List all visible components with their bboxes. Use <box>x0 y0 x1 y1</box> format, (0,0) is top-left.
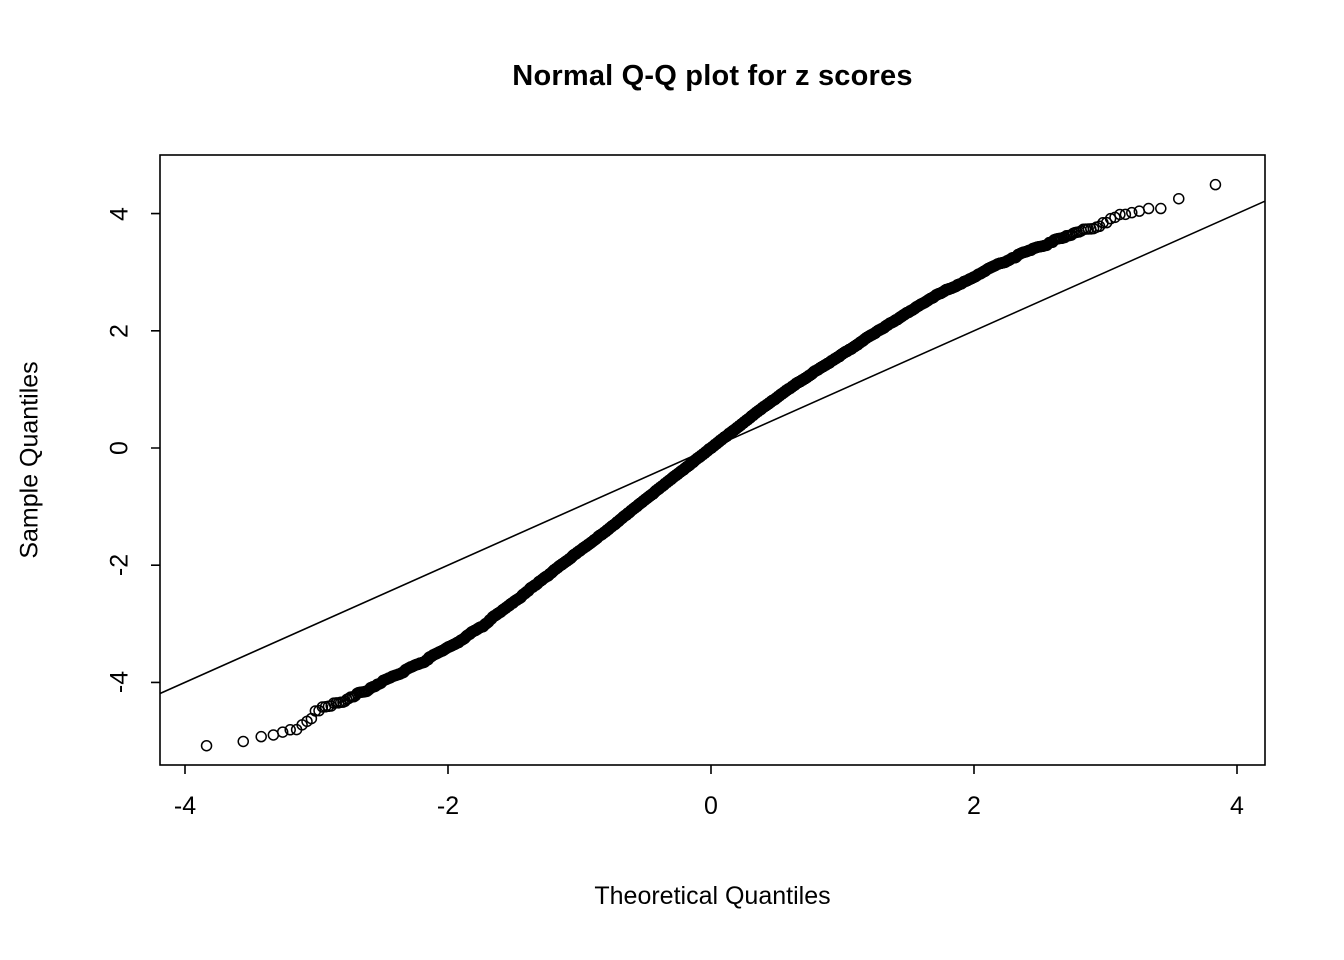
y-tick-label: -2 <box>105 554 134 577</box>
x-tick-label: 0 <box>704 792 718 820</box>
x-axis-label: Theoretical Quantiles <box>594 882 831 910</box>
x-tick-label: -4 <box>173 792 197 820</box>
x-tick-label: 4 <box>1230 792 1244 820</box>
y-axis-label: Sample Quantiles <box>15 361 44 559</box>
y-tick-label: 4 <box>105 206 134 221</box>
x-tick-label: -2 <box>436 792 460 820</box>
x-tick-label: 2 <box>967 792 981 820</box>
y-tick-label: 2 <box>105 323 134 338</box>
y-tick-label: -4 <box>105 671 134 694</box>
chart-title: Normal Q-Q plot for z scores <box>512 60 913 92</box>
y-tick-label: 0 <box>105 441 134 455</box>
